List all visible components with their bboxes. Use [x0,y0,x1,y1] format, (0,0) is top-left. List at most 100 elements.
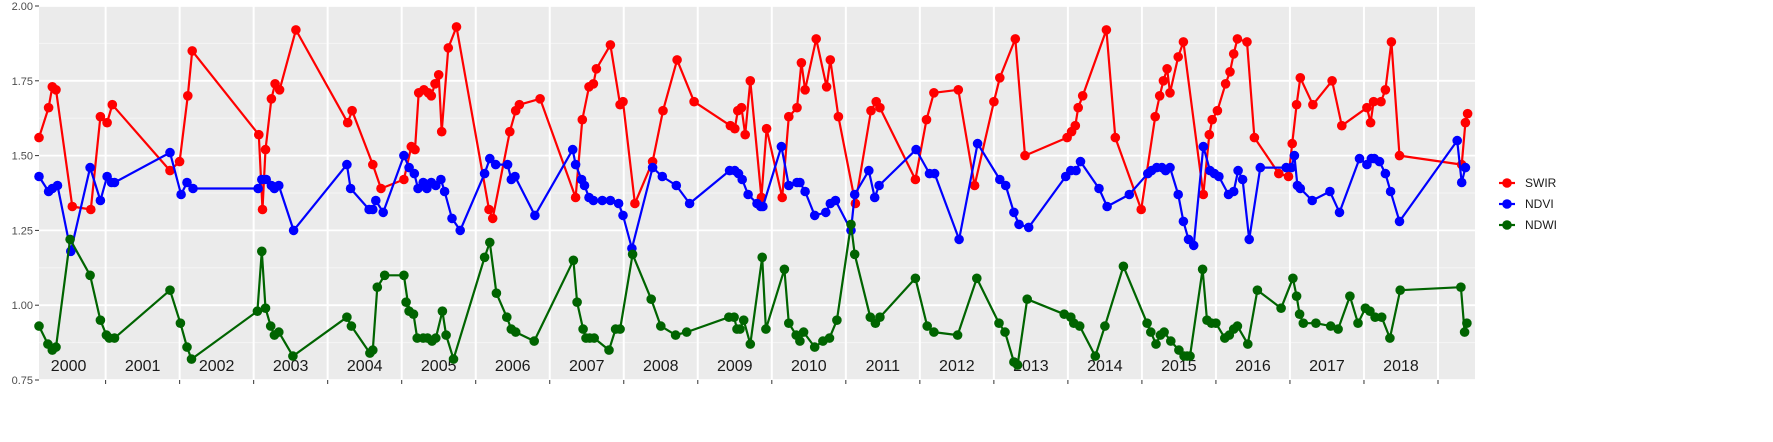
ndvi-point [436,174,446,185]
ndwi-point [972,273,982,284]
swir-point [342,117,353,128]
swir-point [1178,37,1189,47]
ndwi-point [1462,318,1472,329]
ndvi-point [567,144,578,155]
ndwi-point [1325,321,1336,331]
ndvi-point [579,180,590,191]
year-label: 2008 [643,358,679,375]
ndvi-point [1188,240,1199,251]
ndwi-point [875,312,885,323]
ndvi-point [809,210,820,221]
year-label: 2000 [51,358,87,375]
ndwi-point [288,351,298,361]
swir-point [1136,204,1146,215]
swir-point [1158,76,1169,86]
ndwi-point [1166,336,1176,346]
ndvi-point [182,177,192,188]
ndvi-point [502,159,513,170]
ndvi-point [52,180,63,191]
y-tick-label: 2.00 [12,1,33,13]
ndwi-point [627,249,638,260]
swir-point [183,91,193,101]
ndvi-point [995,174,1005,185]
ndvi-point [176,189,186,200]
ndvi-point [479,168,490,179]
ndwi-point [346,321,357,331]
ndvi-point [1173,189,1183,200]
year-label: 2005 [421,358,457,375]
ndwi-point [1345,291,1355,302]
swir-point [921,114,932,125]
ndvi-point [1289,150,1300,161]
swir-point [1295,73,1306,83]
swir-point [618,96,628,107]
ndwi-point [1385,333,1395,343]
ndvi-point [253,183,263,194]
swir-point [929,88,939,98]
ndvi-point [1009,207,1019,218]
ndwi-point [431,333,441,343]
ndwi-point [1000,327,1010,337]
swir-point [274,85,285,95]
legend-label-swir: SWIR [1525,176,1557,190]
swir-point [514,99,525,110]
swir-point [736,102,747,113]
ndvi-point [1228,186,1239,197]
ndvi-point [447,213,457,224]
year-label: 2012 [939,358,975,375]
ndwi-point [186,354,197,364]
ndvi-point [1014,219,1024,230]
swir-point [730,123,740,134]
ndwi-point [761,324,771,334]
ndvi-point [1244,234,1254,245]
ndwi-point [34,321,44,331]
swir-point [761,123,772,134]
ndwi-point [1395,285,1405,296]
ndwi-point [568,255,579,266]
swir-point [1228,49,1239,59]
swir-point [1150,111,1160,122]
swir-point [1274,168,1284,179]
swir-point [1380,85,1391,95]
ndwi-point [1370,312,1380,323]
ndvi-point [1075,156,1086,167]
ndwi-point [589,333,599,343]
ndvi-point [864,165,874,176]
swir-point [953,85,964,95]
swir-point [1291,99,1302,110]
ndwi-point [175,318,186,329]
swir-point [630,198,640,209]
ndvi-point [1385,186,1396,197]
legend: SWIR NDVI NDWI [1499,176,1557,232]
swir-point [1249,132,1260,143]
swir-point [399,174,409,185]
ndvi-point [510,171,520,182]
ndvi-point [371,195,381,206]
swir-point [102,117,112,128]
swir-point [376,183,386,194]
ndvi-point [1178,216,1189,227]
ndwi-point [1118,261,1129,272]
ndvi-point [1255,162,1266,173]
ndwi-point [922,321,932,331]
swir-point [1242,37,1252,47]
ndwi-point [846,219,856,230]
ndwi-point [1376,312,1387,323]
ndwi-point [849,249,860,260]
year-labels: 2000 2001 2002 2003 2004 2005 2006 2007 2008 2009… [51,358,1439,384]
swir-point [1212,105,1223,116]
ndwi-point [832,315,842,326]
ndvi-point [605,195,616,206]
ndvi-point [1000,180,1011,191]
year-label: 2010 [791,358,827,375]
swir-point [689,96,699,107]
ndwi-point [604,345,614,355]
y-tick-label: 1.75 [12,76,33,88]
ndwi-point [578,324,588,334]
swir-point [658,105,668,116]
ndvi-point [1094,183,1104,194]
ndvi-point [439,186,450,197]
swir-point [1394,150,1405,161]
swir-point [1070,120,1081,131]
ndwi-point [1288,273,1298,284]
